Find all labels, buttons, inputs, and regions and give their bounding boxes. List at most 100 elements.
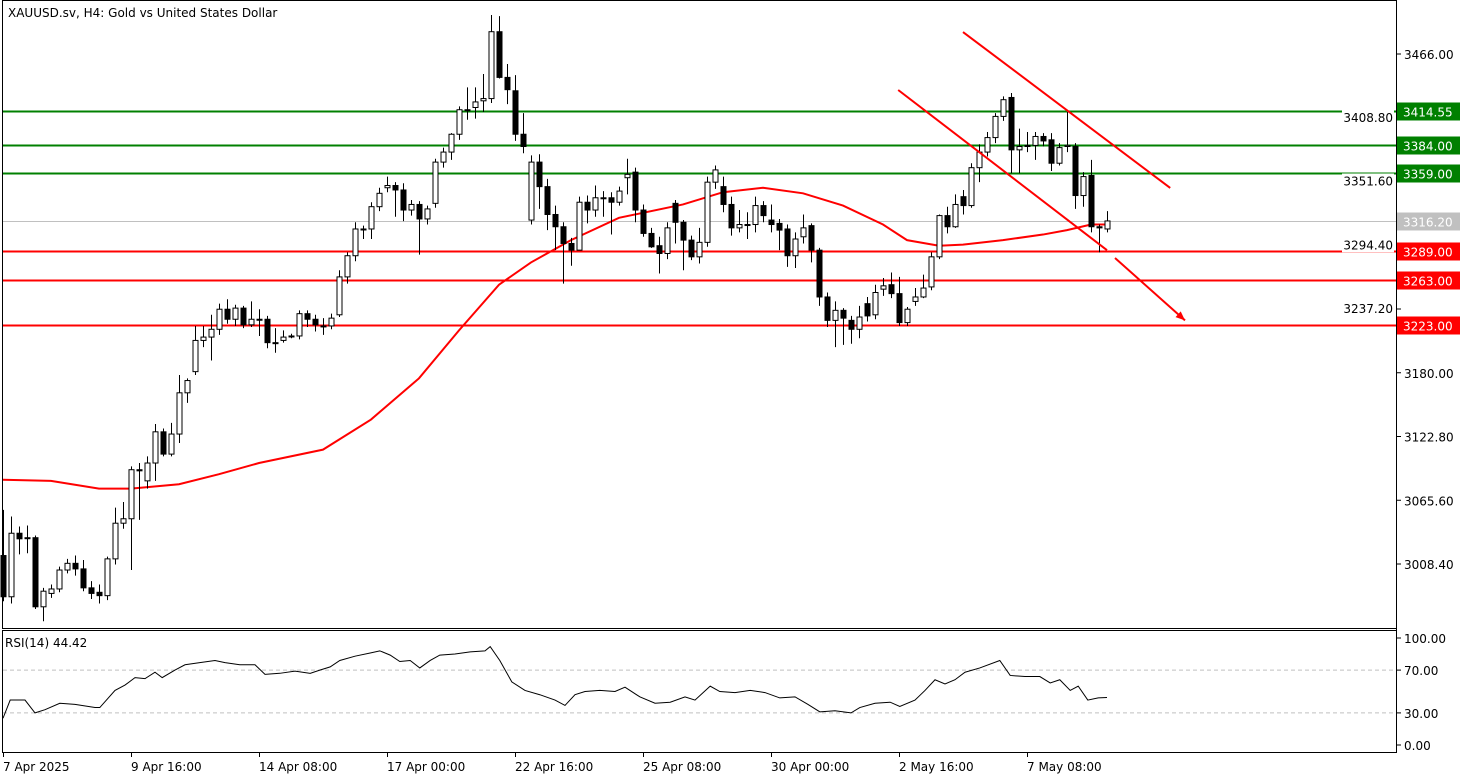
candle xyxy=(472,87,479,119)
candle xyxy=(136,463,143,520)
candle xyxy=(720,176,727,213)
trendlines[interactable] xyxy=(897,31,1186,322)
candle xyxy=(216,303,223,335)
bear-candle-body xyxy=(1024,144,1031,148)
bull-candle-body xyxy=(176,392,183,435)
bull-candle-body xyxy=(328,317,335,327)
bull-candle-body xyxy=(744,224,751,227)
bull-candle-body xyxy=(1016,146,1023,151)
time-tick-label: 7 May 08:00 xyxy=(1027,760,1102,774)
rsi-panel[interactable]: 100.00 70.00 30.00 0.00 RSI(14) 44.42 xyxy=(2,630,1447,754)
bull-candle-body xyxy=(152,431,159,464)
bull-candle-body xyxy=(472,101,479,108)
price-axis[interactable]: 3466.00 3408.80 3351.60 3294.40 3237.20 3180.… xyxy=(1342,0,1460,752)
bear-candle-body xyxy=(784,228,791,257)
candle xyxy=(328,313,335,330)
candle xyxy=(16,526,23,555)
candle xyxy=(656,236,663,274)
candle xyxy=(544,178,551,231)
candle xyxy=(1048,133,1055,172)
price-tick-label: 3237.20 xyxy=(1343,302,1393,316)
candle xyxy=(728,196,735,236)
bear-candle-body xyxy=(896,293,903,324)
bull-candle-body xyxy=(592,197,599,211)
bull-candle-body xyxy=(112,522,119,560)
candle xyxy=(840,308,847,345)
candle xyxy=(336,270,343,318)
candle xyxy=(240,305,247,329)
candle xyxy=(592,185,599,217)
bull-candle-body xyxy=(992,115,999,139)
candle xyxy=(936,214,943,260)
candle xyxy=(920,274,927,299)
bull-candle-body xyxy=(280,336,287,341)
rsi-label: RSI(14) 44.42 xyxy=(5,636,87,650)
candle xyxy=(616,186,623,206)
candle xyxy=(288,333,295,339)
bull-candle-body xyxy=(696,241,703,258)
candle xyxy=(632,167,639,223)
candle xyxy=(504,64,511,105)
price-tick-label-backdrop xyxy=(1342,109,1394,125)
bear-candle-body xyxy=(1072,146,1079,197)
rsi-tick-label: 30.00 xyxy=(1404,707,1438,721)
candle xyxy=(232,304,239,326)
time-tick-label: 7 Apr 2025 xyxy=(3,760,70,774)
bear-candle-body xyxy=(944,215,951,228)
price-tick-label-backdrop xyxy=(1342,173,1394,189)
candle xyxy=(576,196,583,251)
price-badge-label: 3414.55 xyxy=(1403,106,1453,120)
bull-candle-body xyxy=(216,308,223,330)
bull-candle-body xyxy=(248,318,255,326)
channel-trendline xyxy=(962,31,1171,189)
bear-candle-body xyxy=(640,209,647,234)
candle xyxy=(768,204,775,233)
candle xyxy=(120,502,127,529)
bear-candle-body xyxy=(552,213,559,228)
bull-candle-body xyxy=(144,462,151,482)
bull-candle-body xyxy=(904,308,911,324)
candle xyxy=(1104,211,1111,233)
bear-candle-body xyxy=(32,537,39,608)
bull-candle-body xyxy=(320,325,327,328)
candle xyxy=(280,330,287,343)
bull-candle-body xyxy=(24,537,31,540)
bear-candle-body xyxy=(848,319,855,330)
candle xyxy=(904,306,911,326)
bull-candle-body xyxy=(928,256,935,288)
candle xyxy=(984,132,991,157)
candle xyxy=(456,106,463,140)
support-price-badge xyxy=(1397,316,1460,335)
candle xyxy=(296,310,303,340)
support-price-badge xyxy=(1397,242,1460,261)
candle xyxy=(752,196,759,233)
candle xyxy=(1040,133,1047,147)
candle xyxy=(112,507,119,565)
bull-candle-body xyxy=(920,287,927,298)
bear-candle-body xyxy=(864,303,871,317)
bear-candle-body xyxy=(816,249,823,298)
price-badge-label: 3289.00 xyxy=(1403,246,1453,260)
price-badge-label: 3316.20 xyxy=(1403,216,1453,230)
candle xyxy=(264,315,271,349)
candle xyxy=(704,176,711,247)
bull-candle-body xyxy=(56,569,63,590)
candle xyxy=(128,466,135,571)
bull-candle-body xyxy=(1104,220,1111,230)
bull-candle-body xyxy=(232,307,239,320)
candle xyxy=(272,328,279,353)
bull-candle-body xyxy=(712,169,719,183)
bull-candle-body xyxy=(200,336,207,341)
rsi-tick-label: 0.00 xyxy=(1404,739,1431,753)
bear-candle-body xyxy=(504,76,511,91)
bear-candle-body xyxy=(240,307,247,326)
bull-candle-body xyxy=(168,433,175,455)
candle xyxy=(152,424,159,481)
candle xyxy=(744,212,751,240)
bull-candle-body xyxy=(288,335,295,338)
price-panel-frame xyxy=(2,0,1397,629)
candle xyxy=(176,374,183,443)
price-panel[interactable]: XAUUSD.sv, H4: Gold vs United States Dol… xyxy=(0,0,1397,629)
bull-candle-body xyxy=(952,203,959,228)
